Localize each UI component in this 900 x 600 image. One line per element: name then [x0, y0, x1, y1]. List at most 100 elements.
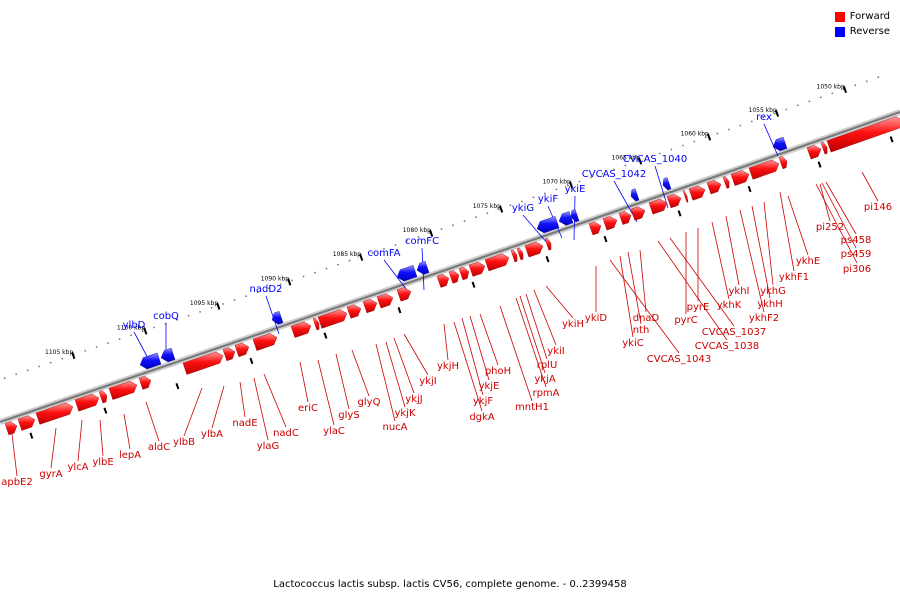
gene-label-comfa: comFA	[367, 248, 400, 259]
legend-forward-label: Forward	[849, 11, 890, 22]
strand-mark	[397, 307, 402, 314]
forward-gene	[74, 393, 100, 412]
gene-label-ykhe: ykhE	[796, 256, 820, 267]
gene-label-ykja: ykjA	[534, 374, 555, 385]
scale-dot	[693, 140, 696, 143]
reverse-gene	[772, 136, 788, 152]
scale-tick-label: 1070 kbp	[543, 179, 571, 186]
forward-gene	[648, 198, 668, 215]
scale-dot	[727, 128, 730, 131]
reverse-gene	[139, 352, 162, 370]
strand-mark	[545, 256, 550, 263]
scale-dot	[854, 84, 857, 87]
leader-line	[99, 419, 104, 457]
legend-reverse: Reverse	[834, 24, 890, 39]
strand-mark	[817, 161, 822, 168]
gene-label-nade: nadE	[232, 418, 257, 429]
scale-dot	[463, 220, 466, 223]
scale-tick-label: 1075 kbp	[473, 203, 501, 210]
leader-line	[609, 259, 680, 354]
scale-dot	[750, 120, 753, 123]
scale-dot	[187, 314, 190, 317]
gene-label-ylag: ylaG	[257, 441, 280, 452]
scale-dot	[291, 279, 293, 282]
leader-line	[265, 295, 280, 335]
gene-label-glys: glyS	[338, 410, 359, 421]
scale-dot	[268, 287, 270, 290]
scale-tick-label: 1095 kbp	[190, 300, 218, 307]
leader-line	[443, 323, 449, 361]
gene-label-ylbd: ylbD	[123, 320, 146, 331]
scale-dot	[15, 373, 18, 376]
reverse-gene	[160, 347, 176, 363]
scale-tick-label: 1055 kbp	[749, 107, 777, 114]
forward-gene	[448, 270, 460, 284]
leader-line	[453, 321, 483, 412]
forward-gene	[630, 206, 646, 221]
leader-line	[385, 341, 406, 408]
scale-dot	[555, 188, 558, 191]
gene-label-phoh: phoH	[485, 366, 511, 377]
strand-mark	[103, 407, 108, 414]
strand-mark	[677, 210, 682, 217]
reverse-swatch	[834, 26, 845, 37]
forward-gene	[516, 247, 524, 261]
gene-label-pi252: pi252	[816, 222, 844, 233]
scale-tick-label: 1100 kbp	[117, 325, 145, 332]
scale-tick-label: 1105 kbp	[45, 349, 73, 356]
leader-line	[739, 209, 765, 313]
scale-dot	[486, 212, 489, 215]
scale-dot	[440, 228, 443, 231]
forward-gene	[618, 211, 632, 225]
gene-label-cvcas-1042: CVCAS_1042	[582, 169, 646, 180]
gene-label-pi146: pi146	[864, 202, 892, 213]
leader-line	[253, 377, 269, 441]
leader-line	[211, 385, 225, 429]
forward-gene	[806, 145, 822, 160]
strand-mark	[747, 185, 752, 193]
gene-label-ykic: ykiC	[622, 338, 643, 349]
forward-gene	[722, 176, 730, 189]
gene-label-ylbb: ylbB	[173, 437, 195, 448]
scale-dot	[865, 80, 868, 83]
gene-label-ylbe: ylbE	[92, 457, 113, 468]
forward-gene	[826, 116, 900, 153]
gene-label-nth: nth	[633, 325, 650, 336]
scale-dot	[417, 236, 420, 238]
leader-line	[763, 123, 779, 157]
leader-line	[825, 181, 857, 235]
scale-dot	[670, 148, 673, 151]
scale-tick-label: 1080 kbp	[403, 227, 431, 234]
scale-dot	[590, 176, 592, 179]
scale-dot	[314, 271, 316, 274]
forward-gene	[820, 141, 828, 155]
gene-label-comfc: comFC	[405, 236, 439, 247]
scale-dot	[383, 248, 385, 250]
scale-dot	[452, 224, 454, 227]
scale-dot	[3, 377, 6, 380]
scale-dot	[796, 104, 799, 107]
scale-dot	[601, 172, 604, 175]
leader-line	[545, 285, 574, 319]
scale-tick	[71, 351, 76, 360]
forward-gene	[682, 190, 689, 203]
strand-mark	[603, 235, 608, 243]
scale-tick	[706, 133, 712, 141]
forward-gene	[666, 193, 682, 209]
gene-label-pyrc: pyrC	[674, 315, 697, 326]
gene-label-apbe2: apbE2	[1, 477, 33, 488]
leader-line	[819, 183, 831, 222]
scale-tick	[429, 229, 434, 237]
scale-dot	[831, 92, 834, 95]
forward-gene	[234, 342, 250, 358]
scale-tick-label: 1050 kbp	[817, 83, 845, 90]
leader-line	[619, 255, 634, 338]
gene-label-nadd2: nadD2	[250, 284, 283, 295]
scale-tick	[568, 181, 574, 189]
scale-dot	[659, 152, 661, 155]
leader-line	[751, 205, 771, 299]
forward-gene	[317, 309, 348, 329]
gene-label-cvcas-1038: CVCAS_1038	[695, 341, 759, 352]
scale-dot	[153, 326, 156, 329]
scale-dot	[325, 267, 328, 270]
